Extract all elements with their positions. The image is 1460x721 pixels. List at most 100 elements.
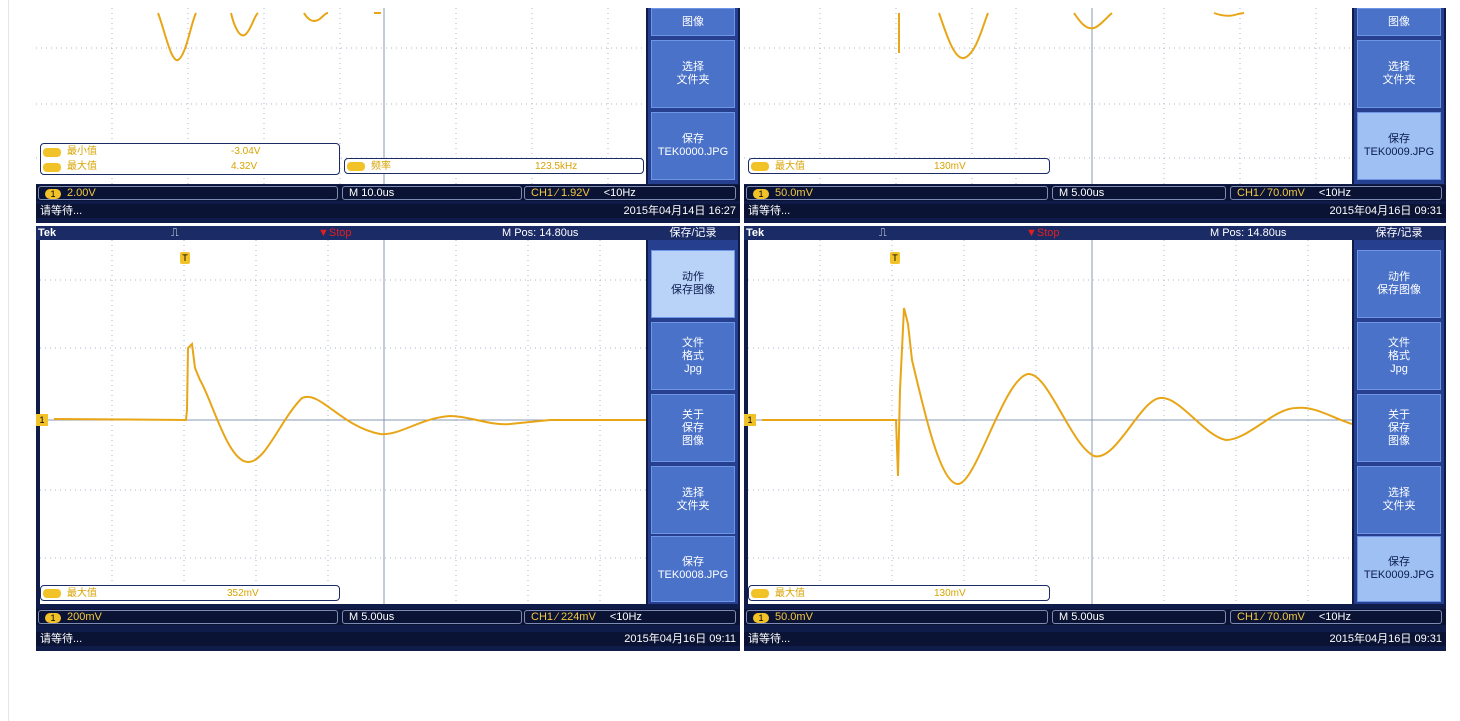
measurement-readout-max: 最大值 130mV	[748, 158, 1050, 174]
date-time: 2015年04月16日 09:31	[1329, 633, 1442, 645]
menu-button-image[interactable]: 图像	[1357, 8, 1441, 36]
waveform-trace	[898, 12, 1245, 59]
menu-button-select-folder[interactable]: 选择 文件夹	[651, 466, 735, 534]
acquisition-state-label: Stop	[328, 227, 352, 239]
waveform-screen	[744, 8, 1352, 184]
message-bar: 请等待... 2015年04月14日 16:27	[36, 204, 740, 218]
trigger-frequency: <10Hz	[603, 187, 636, 199]
menu-button-select-folder[interactable]: 选择 文件夹	[1357, 40, 1441, 108]
status-bar: 1 2.00V M 10.0us CH1 ⁄ 1.92V <10Hz	[36, 185, 740, 201]
graticule	[36, 8, 646, 184]
menu-button-about-save-image[interactable]: 关于 保存 图像	[651, 394, 735, 462]
wait-message: 请等待...	[40, 633, 83, 645]
scope-header: Tek ⎍ ▼Stop M Pos: 14.80us	[36, 226, 648, 240]
acquisition-state: ▼Stop	[1026, 227, 1060, 239]
date-time: 2015年04月14日 16:27	[623, 205, 736, 217]
channel-1-ground-marker[interactable]: 1	[744, 414, 756, 426]
ch1-badge-icon: 1	[753, 613, 769, 623]
menu-button-save-file[interactable]: 保存 TEK0009.JPG	[1357, 112, 1441, 180]
channel-scale[interactable]: 1 50.0mV	[746, 186, 1048, 200]
trigger-readout[interactable]: CH1 ⁄ 70.0mV <10Hz	[1230, 186, 1442, 200]
ch1-badge-icon: 1	[753, 189, 769, 199]
menu-button-about-save-image[interactable]: 关于 保存 图像	[1357, 394, 1441, 462]
horizontal-position: M Pos: 14.80us	[1210, 227, 1287, 239]
message-bar: 请等待... 2015年04月16日 09:31	[744, 632, 1446, 646]
trigger-edge-icon: ⎍	[879, 227, 887, 239]
measure-label-max: 最大值	[67, 588, 97, 599]
waveform-screen	[748, 240, 1352, 604]
volts-per-div: 2.00V	[67, 187, 96, 199]
volts-per-div: 200mV	[67, 611, 102, 623]
volts-per-div: 50.0mV	[775, 611, 813, 623]
measure-label-max: 最大值	[775, 161, 805, 172]
trigger-frequency: <10Hz	[1318, 611, 1351, 623]
brand-label: Tek	[38, 227, 57, 239]
measure-label-max: 最大值	[775, 588, 805, 599]
side-menu: 保存/记录 动作 保存图像 文件 格式 Jpg 关于 保存 图像 选择 文件夹 …	[1354, 226, 1444, 604]
trigger-level: CH1 ⁄ 1.92V	[531, 187, 590, 199]
message-bar: 请等待... 2015年04月16日 09:11	[36, 632, 740, 646]
menu-button-save-file[interactable]: 保存 TEK0008.JPG	[651, 536, 735, 602]
side-menu: 图像 选择 文件夹 保存 TEK0000.JPG	[648, 8, 738, 184]
trigger-position-icon[interactable]: T	[180, 252, 190, 264]
date-time: 2015年04月16日 09:31	[1329, 205, 1442, 217]
measure-value-frequency: 123.5kHz	[535, 161, 578, 172]
ch1-badge-icon	[43, 163, 61, 172]
menu-button-file-format[interactable]: 文件 格式 Jpg	[1357, 322, 1441, 390]
brand-label: Tek	[746, 227, 765, 239]
timebase[interactable]: M 10.0us	[342, 186, 522, 200]
menu-button-save-file[interactable]: 保存 TEK0009.JPG	[1357, 536, 1441, 602]
scope-panel-top-right: 最大值 130mV 图像 选择 文件夹 保存 TEK0009.JPG 1 50.0…	[744, 8, 1446, 223]
timebase[interactable]: M 5.00us	[1052, 610, 1226, 624]
ch1-badge-icon	[43, 589, 61, 598]
menu-button-select-folder[interactable]: 选择 文件夹	[651, 40, 735, 108]
channel-scale[interactable]: 1 200mV	[38, 610, 338, 624]
measure-value-min: -3.04V	[231, 146, 261, 157]
trigger-frequency: <10Hz	[609, 611, 642, 623]
menu-button-file-format[interactable]: 文件 格式 Jpg	[651, 322, 735, 390]
menu-button-image[interactable]: 图像	[651, 8, 735, 36]
measure-label-max: 最大值	[67, 161, 97, 172]
page-left-rule	[8, 0, 9, 721]
trigger-edge-icon: ⎍	[171, 227, 179, 239]
horizontal-position: M Pos: 14.80us	[502, 227, 579, 239]
channel-scale[interactable]: 1 50.0mV	[746, 610, 1048, 624]
measurement-readout-frequency: 频率 123.5kHz	[344, 158, 644, 174]
side-menu: 图像 选择 文件夹 保存 TEK0009.JPG	[1354, 8, 1444, 184]
measure-value-max: 352mV	[227, 588, 259, 599]
wait-message: 请等待...	[748, 205, 791, 217]
date-time: 2015年04月16日 09:11	[624, 633, 736, 645]
volts-per-div: 50.0mV	[775, 187, 813, 199]
menu-button-save-file[interactable]: 保存 TEK0000.JPG	[651, 112, 735, 180]
measure-value-max: 4.32V	[231, 161, 258, 172]
message-bar: 请等待... 2015年04月16日 09:31	[744, 204, 1446, 218]
ch1-badge-icon	[751, 162, 769, 171]
status-bar: 1 50.0mV M 5.00us CH1 ⁄ 70.0mV <10Hz	[744, 185, 1446, 201]
menu-button-action-save-image[interactable]: 动作 保存图像	[1357, 250, 1441, 318]
menu-button-select-folder[interactable]: 选择 文件夹	[1357, 466, 1441, 534]
measure-value-max: 130mV	[934, 161, 966, 172]
timebase[interactable]: M 5.00us	[342, 610, 522, 624]
measure-label-frequency: 频率	[371, 161, 391, 172]
acquisition-state-label: Stop	[1036, 227, 1060, 239]
wait-message: 请等待...	[748, 633, 791, 645]
scope-panel-bottom-left: Tek ⎍ ▼Stop M Pos: 14.80us 1 T 最大值 352mV…	[36, 226, 740, 651]
ch1-badge-icon: 1	[45, 613, 61, 623]
channel-1-ground-marker[interactable]: 1	[36, 414, 48, 426]
channel-scale[interactable]: 1 2.00V	[38, 186, 338, 200]
waveform-trace	[762, 307, 1352, 486]
scope-panel-bottom-right: Tek ⎍ ▼Stop M Pos: 14.80us 1 T 最大值 130mV…	[744, 226, 1446, 651]
trigger-readout[interactable]: CH1 ⁄ 1.92V <10Hz	[524, 186, 736, 200]
scope-panel-top-left: 最小值 -3.04V 最大值 4.32V 频率 123.5kHz 图像 选择 文…	[36, 8, 740, 223]
menu-button-action-save-image[interactable]: 动作 保存图像	[651, 250, 735, 318]
trigger-position-icon[interactable]: T	[890, 252, 900, 264]
menu-title: 保存/记录	[1354, 226, 1444, 240]
trigger-readout[interactable]: CH1 ⁄ 224mV <10Hz	[524, 610, 736, 624]
measure-label-min: 最小值	[67, 146, 97, 157]
trigger-readout[interactable]: CH1 ⁄ 70.0mV <10Hz	[1230, 610, 1442, 624]
waveform-trace	[53, 341, 646, 464]
graticule	[748, 240, 1352, 604]
ch1-badge-icon	[751, 589, 769, 598]
graticule	[40, 240, 646, 604]
timebase[interactable]: M 5.00us	[1052, 186, 1226, 200]
